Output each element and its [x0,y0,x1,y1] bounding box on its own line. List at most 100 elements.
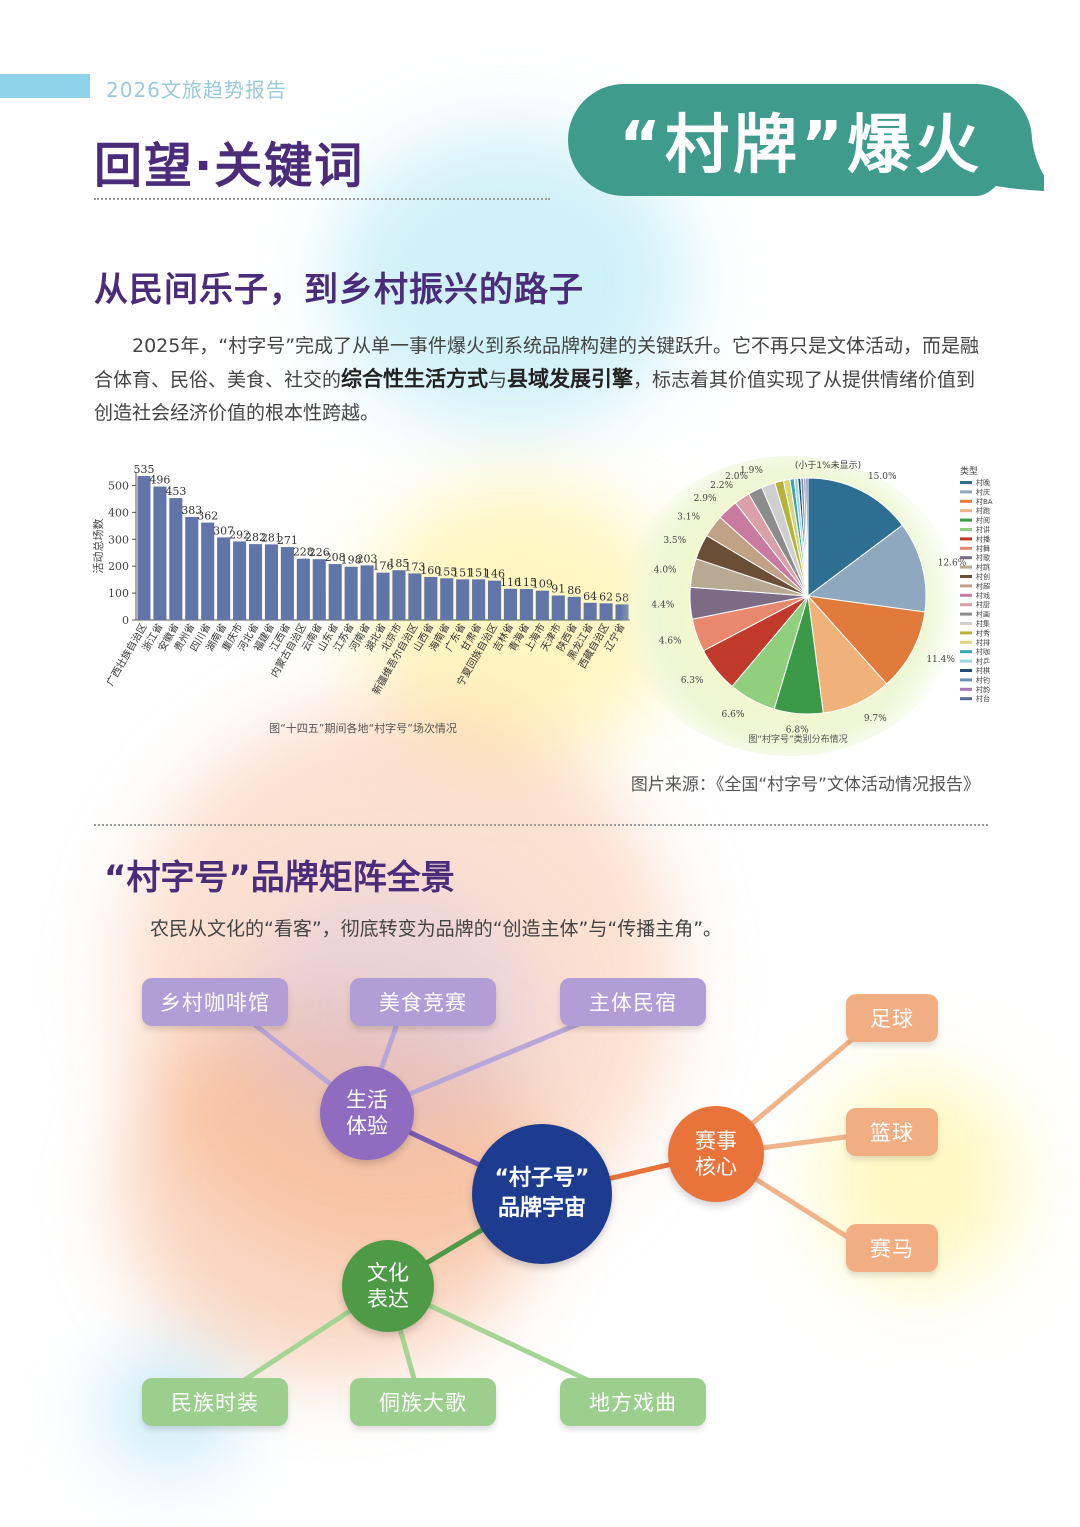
y-tick-label: 0 [122,614,129,627]
pie-chart: 15.0% 12.6% 11.4% 9.7% 6.8% 6.6% 6.3% 4.6% 4.4% 4… [651,459,992,745]
bar [169,498,183,620]
pill-local-opera: 地方戏曲 [560,1378,706,1426]
bar [296,558,310,620]
header-accent-bar [0,74,90,98]
pie-slice-label: 3.5% [663,536,686,546]
pie-slice-label: 2.2% [710,481,733,491]
bar-value-label: 86 [567,584,581,597]
legend-swatch [960,528,972,531]
bar [264,544,278,620]
legend-label: 村台 [976,694,990,703]
pie-slice-label: 6.3% [681,676,704,686]
y-tick-label: 300 [108,533,129,546]
pie-slice-label: 3.1% [677,513,700,523]
bar [392,570,406,620]
legend-label: 村跑 [976,506,990,515]
para-part-b: 与 [488,369,508,391]
pill-basketball: 篮球 [846,1108,938,1156]
pie-slice-label: 2.0% [725,472,748,482]
legend-swatch [960,546,972,550]
bar-value-label: 453 [165,485,186,498]
legend-label: 村韵 [976,685,990,694]
bar-value-label: 281 [261,531,282,544]
bar-chart-title: 图“十四五”期间各地“村字号”场次情况 [269,721,457,735]
node-center-line1: “村子号” [494,1166,590,1191]
bar-value-label: 62 [599,590,613,603]
keyword-title: 回望·关键词 [94,138,365,194]
bar-value-label: 271 [277,534,298,547]
legend-swatch [960,669,972,672]
section2-subtitle: 农民从文化的“看客”，彻底转变为品牌的“创造主体”与“传播主角”。 [150,918,723,940]
bar [280,547,294,620]
bar-value-label: 91 [551,583,565,596]
legend-swatch [960,640,972,644]
bar-value-label: 115 [516,576,537,589]
legend-label: 村咖 [976,647,990,656]
report-label: 2026文旅趋势报告 [106,78,287,102]
legend-swatch [960,556,972,560]
bar-value-label: 198 [341,554,362,567]
legend-label: 村排 [976,638,990,647]
legend-swatch [960,490,972,494]
bar [248,544,263,620]
bar [360,565,374,620]
bar-value-label: 535 [133,463,154,476]
y-axis-label: 活动总场数 [91,519,105,574]
x-tick-label: 广西壮族自治区 [103,621,149,688]
section1-paragraph: 2025年，“村字号”完成了从单一事件爆火到系统品牌构建的关键跃升。它不再只是文… [94,330,990,430]
y-tick-label: 200 [108,560,129,573]
para-bold-2: 县域发展引擎 [507,367,634,391]
bar [567,596,581,620]
bubble-headline: “村牌”爆火 [618,109,984,183]
bar [424,576,438,620]
bar-value-label: 226 [309,546,330,559]
legend-swatch [960,659,972,663]
pie-chart-title: 图“村字号”类别分布情况 [748,733,847,745]
para-bold-1: 综合性生活方式 [341,367,489,391]
bar-value-label: 282 [245,531,266,544]
bar-value-label: 176 [373,560,394,573]
pie-slice-label: 12.6% [938,558,967,568]
bar-value-label: 496 [149,474,170,487]
bg-blob-orange [120,1000,540,1380]
bar [137,476,151,620]
pie-slice [807,477,904,597]
legend-label: 村庆 [976,487,990,496]
bar [312,559,326,620]
node-culture-line1: 文化 [367,1261,409,1285]
legend-label: 村秀 [976,628,990,637]
speech-bubble [568,84,1044,196]
pie-slice-label: 11.4% [926,655,955,665]
legend-swatch [960,565,972,569]
legend-label: 村棋 [976,666,990,675]
y-tick-label: 400 [108,506,129,519]
legend-label: 村讲 [976,525,990,534]
brand-mindmap: 乡村咖啡馆 美食竞赛 主体民宿 生活 体验 “村子号” 品牌宇宙 赛事 核心 足… [0,960,1080,1480]
legend-swatch [960,537,972,541]
bar-value-label: 383 [181,504,202,517]
legend-label: 村播 [976,534,990,543]
pie-slice-label: 4.4% [651,600,674,610]
legend-label: 村集 [976,619,990,628]
pill-dong-grand-song: 侗族大歌 [350,1378,496,1426]
pill-food-contest: 美食竞赛 [350,978,496,1026]
legend-swatch [960,622,972,625]
bar [551,595,565,620]
bar-value-label: 160 [420,564,441,577]
section1-title: 从民间乐子，到乡村振兴的路子 [94,270,584,310]
legend-swatch [960,499,972,503]
bar [328,564,342,620]
bar [344,566,358,620]
pie-slice-label: 9.7% [864,714,887,724]
bar [376,572,390,620]
bar-value-label: 208 [325,551,346,564]
bar [456,579,470,620]
node-life-line2: 体验 [346,1114,388,1138]
bar [488,580,502,620]
node-culture-line2: 表达 [367,1287,409,1311]
pill-rural-cafe: 乡村咖啡馆 [142,978,288,1026]
bar-value-label: 173 [404,560,425,573]
pill-ethnic-costume: 民族时装 [142,1378,288,1426]
legend-swatch [960,575,972,578]
pie-slice-label: 6.8% [786,726,809,736]
